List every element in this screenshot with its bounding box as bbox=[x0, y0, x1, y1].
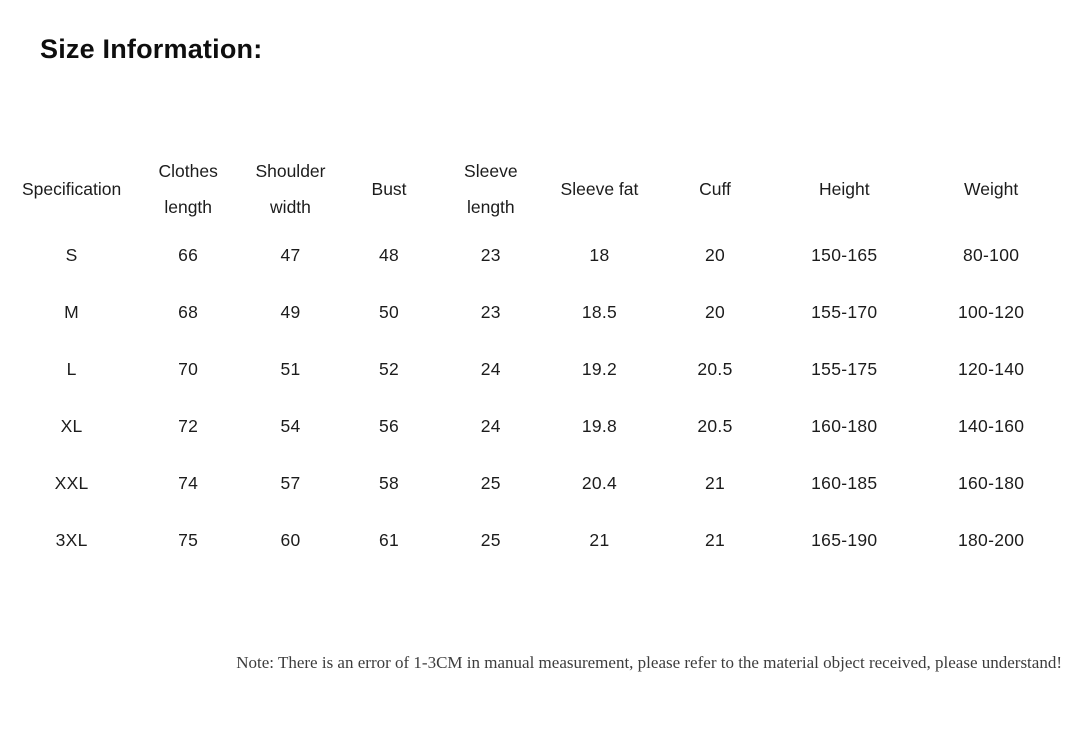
size-value: 52 bbox=[379, 359, 400, 379]
column-header-cuff: Cuff bbox=[656, 151, 775, 227]
size-value: 140-160 bbox=[957, 416, 1025, 436]
size-label: XL bbox=[60, 416, 83, 436]
size-value: 20.5 bbox=[697, 359, 733, 379]
size-value: 165-190 bbox=[811, 530, 878, 550]
column-header-line: length bbox=[164, 197, 213, 217]
size-row-s: S 66 47 48 23 18 20 150-165 80-100 bbox=[8, 227, 1068, 284]
size-row-3xl: 3XL 75 60 61 25 21 21 165-190 180-200 bbox=[8, 512, 1068, 569]
size-value: 21 bbox=[704, 473, 726, 493]
size-value: 160-180 bbox=[957, 473, 1025, 493]
size-value: 155-170 bbox=[811, 302, 878, 322]
size-value: 48 bbox=[379, 245, 400, 265]
size-label: S bbox=[65, 245, 78, 265]
size-value: 20.5 bbox=[697, 416, 733, 436]
size-value: 19.2 bbox=[581, 359, 618, 379]
size-value: 20 bbox=[704, 302, 726, 322]
column-header-clothes-length: Clothes length bbox=[135, 151, 241, 227]
size-row-xxl: XXL 74 57 58 25 20.4 21 160-185 160-180 bbox=[8, 455, 1068, 512]
size-info-page: Size Information: Specification Clothes le… bbox=[0, 34, 1076, 747]
size-value: 72 bbox=[178, 416, 199, 436]
column-header-line: Shoulder bbox=[255, 161, 326, 181]
size-value: 75 bbox=[178, 530, 199, 550]
size-value: 58 bbox=[379, 473, 400, 493]
column-header-line: Sleeve fat bbox=[560, 179, 639, 199]
column-header-line: Clothes bbox=[158, 161, 218, 181]
size-value: 60 bbox=[280, 530, 301, 550]
size-value: 20 bbox=[704, 245, 726, 265]
size-table-body: S 66 47 48 23 18 20 150-165 80-100 M 68 49 50 23 18.5 2… bbox=[8, 227, 1068, 569]
size-label: M bbox=[64, 302, 80, 322]
column-header-specification: Specification bbox=[8, 151, 135, 227]
size-value: 66 bbox=[178, 245, 199, 265]
size-table-header: Specification Clothes length Shoulder width B… bbox=[8, 151, 1068, 227]
column-header-line: Specification bbox=[21, 179, 122, 199]
size-value: 23 bbox=[480, 245, 501, 265]
size-value: 24 bbox=[480, 416, 501, 436]
size-value: 25 bbox=[480, 530, 501, 550]
size-value: 49 bbox=[280, 302, 301, 322]
size-value: 120-140 bbox=[957, 359, 1025, 379]
size-value: 180-200 bbox=[957, 530, 1025, 550]
column-header-sleeve-fat: Sleeve fat bbox=[543, 151, 655, 227]
size-table: Specification Clothes length Shoulder width B… bbox=[8, 151, 1068, 569]
size-value: 160-185 bbox=[811, 473, 878, 493]
size-row-xl: XL 72 54 56 24 19.8 20.5 160-180 140-160 bbox=[8, 398, 1068, 455]
page-title: Size Information: bbox=[40, 34, 263, 64]
size-value: 24 bbox=[480, 359, 501, 379]
size-value: 18 bbox=[589, 245, 610, 265]
size-label: 3XL bbox=[55, 530, 88, 550]
size-value: 47 bbox=[280, 245, 301, 265]
size-value: 54 bbox=[280, 416, 301, 436]
column-header-weight: Weight bbox=[914, 151, 1068, 227]
column-header-height: Height bbox=[774, 151, 914, 227]
size-value: 155-175 bbox=[811, 359, 878, 379]
size-value: 74 bbox=[178, 473, 199, 493]
size-value: 61 bbox=[379, 530, 400, 550]
column-header-shoulder-width: Shoulder width bbox=[241, 151, 340, 227]
column-header-line: Weight bbox=[964, 179, 1019, 199]
column-header-line: width bbox=[270, 197, 311, 217]
size-row-l: L 70 51 52 24 19.2 20.5 155-175 120-140 bbox=[8, 341, 1068, 398]
column-header-bust: Bust bbox=[340, 151, 439, 227]
size-value: 160-180 bbox=[811, 416, 878, 436]
size-value: 19.8 bbox=[581, 416, 618, 436]
size-value: 56 bbox=[379, 416, 400, 436]
size-value: 57 bbox=[280, 473, 301, 493]
size-value: 18.5 bbox=[581, 302, 618, 322]
size-value: 51 bbox=[280, 359, 301, 379]
size-label: XXL bbox=[54, 473, 89, 493]
column-header-line: Height bbox=[819, 179, 870, 199]
size-value: 25 bbox=[480, 473, 501, 493]
column-header-line: Sleeve bbox=[464, 161, 518, 181]
size-value: 80-100 bbox=[962, 245, 1020, 265]
measurement-note: Note: There is an error of 1-3CM in manu… bbox=[236, 653, 1062, 672]
size-value: 21 bbox=[704, 530, 726, 550]
size-value: 50 bbox=[379, 302, 400, 322]
size-value: 21 bbox=[589, 530, 610, 550]
size-value: 23 bbox=[480, 302, 501, 322]
column-header-line: length bbox=[466, 197, 515, 217]
column-header-sleeve-length: Sleeve length bbox=[438, 151, 543, 227]
size-label: L bbox=[66, 359, 77, 379]
column-header-line: Cuff bbox=[699, 179, 731, 199]
size-value: 100-120 bbox=[957, 302, 1025, 322]
size-value: 68 bbox=[178, 302, 199, 322]
size-value: 70 bbox=[178, 359, 199, 379]
size-value: 20.4 bbox=[581, 473, 618, 493]
size-value: 150-165 bbox=[811, 245, 878, 265]
column-header-line: Bust bbox=[371, 179, 407, 199]
header-row: Specification Clothes length Shoulder width B… bbox=[8, 151, 1068, 227]
size-row-m: M 68 49 50 23 18.5 20 155-170 100-120 bbox=[8, 284, 1068, 341]
